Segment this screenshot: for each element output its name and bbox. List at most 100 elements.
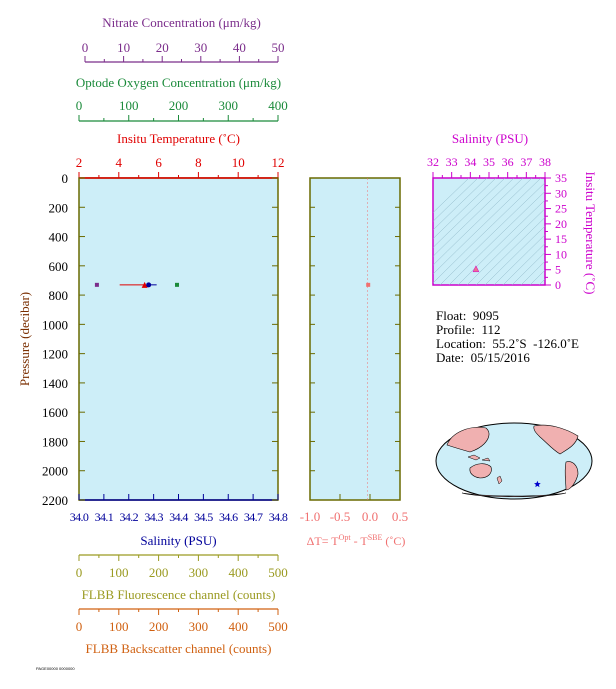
- float-location-star: [534, 480, 541, 488]
- nitrate-axis-label: Nitrate Concentration (μm/kg): [102, 15, 261, 30]
- backscatter-axis-tick-label: 200: [149, 619, 169, 634]
- oxygen-axis-tick-label: 400: [268, 98, 288, 113]
- map-land-indonesia: [467, 454, 491, 462]
- ts-y-tick-label: 10: [555, 247, 567, 261]
- nitrate-axis-tick-label: 10: [117, 40, 130, 55]
- salinity-axis-tick-label: 34.5: [194, 510, 213, 524]
- ts-density-contour: [439, 182, 545, 285]
- ts-y-tick-label: 25: [555, 202, 567, 216]
- nitrate-axis-tick-label: 0: [82, 40, 89, 55]
- ts-density-contour: [484, 225, 545, 285]
- nitrate-axis-tick-label: 20: [156, 40, 169, 55]
- location-row: Location: 55.2˚S -126.0˚E: [436, 337, 579, 351]
- footer-id: PAGE00000 0000000: [36, 666, 75, 671]
- fluorescence-axis-tick-label: 0: [76, 565, 83, 580]
- pressure-tick-label: 600: [49, 259, 69, 274]
- ts-density-contour: [433, 178, 488, 231]
- ts-density-contour: [529, 269, 545, 285]
- delta-t-axis: -1.0 -0.5 0.0 0.5: [300, 177, 408, 524]
- delta-t-tick-label: -0.5: [330, 509, 351, 524]
- map-land-australia: [469, 463, 492, 479]
- salinity-axis-tick-label: 34.6: [219, 510, 238, 524]
- ts-density-contour: [433, 178, 533, 275]
- fluorescence-axis-tick-label: 400: [228, 565, 248, 580]
- pressure-tick-label: 800: [49, 288, 69, 303]
- map-land-south-america: [564, 461, 579, 491]
- pressure-tick-label: 2200: [42, 493, 68, 508]
- fluorescence-axis-tick-label: 100: [109, 565, 129, 580]
- delta-t-tick-label: -1.0: [300, 509, 321, 524]
- ts-x-tick-label: 33: [446, 155, 458, 169]
- map-land-north-america: [533, 424, 579, 455]
- float-id-row: Float: 9095: [436, 309, 579, 323]
- ts-density-contour: [433, 178, 479, 222]
- ts-x-tick-label: 32: [427, 155, 439, 169]
- ts-y-axis-label: Insitu Temperature (˚C): [583, 171, 598, 294]
- ts-plot-area: [432, 177, 546, 286]
- ts-y-tick-label: 20: [555, 217, 567, 231]
- salinity-axis-tick-label: 34.8: [269, 510, 288, 524]
- profile-row: Profile: 112: [436, 323, 579, 337]
- pressure-tick-label: 1200: [42, 347, 68, 362]
- ts-x-axis-label: Salinity (PSU): [452, 131, 528, 146]
- oxygen-axis-tick-label: 200: [169, 98, 189, 113]
- nitrate-axis-tick-label: 30: [194, 40, 207, 55]
- temperature-axis-label: Insitu Temperature (˚C): [117, 131, 240, 146]
- ts-density-contour: [502, 243, 545, 285]
- pressure-tick-label: 400: [49, 230, 69, 245]
- salinity-axis-tick-label: 34.0: [70, 510, 89, 524]
- temperature-axis-tick-label: 10: [232, 155, 245, 170]
- oxygen-axis-tick-label: 0: [76, 98, 83, 113]
- ts-density-contour: [433, 178, 470, 213]
- temperature-axis-tick-label: 12: [272, 155, 285, 170]
- ts-density-contour: [520, 260, 545, 285]
- date-value: 05/15/2016: [470, 350, 530, 365]
- delta-t-tick-label: 0.5: [392, 509, 408, 524]
- ts-density-contour: [433, 178, 515, 257]
- ts-density-contour: [475, 217, 545, 285]
- salinity-axis-tick-label: 34.7: [244, 510, 263, 524]
- ts-x-tick-label: 36: [502, 155, 514, 169]
- ts-density-contour: [433, 178, 524, 266]
- ts-density-contour: [433, 178, 497, 240]
- fluorescence-axis-tick-label: 500: [268, 565, 288, 580]
- profile-label: Profile:: [436, 322, 475, 337]
- oxygen-axis-tick-label: 100: [119, 98, 139, 113]
- delta-t-label-part2: - T: [351, 534, 369, 548]
- main-plot-area: [78, 177, 279, 501]
- pressure-axis-label: Pressure (decibar): [17, 292, 32, 386]
- nitrate-axis-tick-label: 50: [272, 40, 285, 55]
- ts-density-contour: [466, 208, 545, 285]
- pressure-tick-label: 1000: [42, 317, 68, 332]
- temperature-axis-tick-label: 8: [195, 155, 202, 170]
- oxygen-axis-label: Optode Oxygen Concentration (μm/kg): [76, 75, 281, 90]
- delta-t-plot-area: [309, 177, 401, 501]
- profile-value: 112: [481, 322, 501, 337]
- ts-density-contour: [448, 191, 545, 285]
- ts-density-contour: [493, 234, 545, 285]
- ts-density-contour: [457, 199, 545, 285]
- temperature-axis-tick-label: 6: [155, 155, 162, 170]
- float-location-marker: [534, 480, 541, 488]
- map-land-asia: [446, 427, 490, 453]
- map-land-antarctica: [461, 492, 567, 498]
- fluorescence-axis-tick-label: 300: [189, 565, 209, 580]
- backscatter-axis-tick-label: 500: [268, 619, 288, 634]
- location-label: Location:: [436, 336, 486, 351]
- pressure-tick-label: 1400: [42, 376, 68, 391]
- ts-density-contour: [538, 278, 545, 285]
- float-value: 9095: [472, 308, 499, 323]
- oxygen-point: [175, 282, 180, 287]
- float-info: Float: 9095 Profile: 112 Location: 55.2˚…: [436, 309, 579, 365]
- backscatter-axis-label: FLBB Backscatter channel (counts): [86, 641, 272, 656]
- delta-t-label-sup1: Opt: [339, 533, 352, 542]
- ts-point: [472, 265, 480, 273]
- nitrate-point: [94, 282, 99, 287]
- ts-x-tick-label: 38: [539, 155, 551, 169]
- backscatter-axis-tick-label: 100: [109, 619, 129, 634]
- ts-density-contour: [511, 252, 545, 285]
- delta-t-point: [366, 282, 371, 287]
